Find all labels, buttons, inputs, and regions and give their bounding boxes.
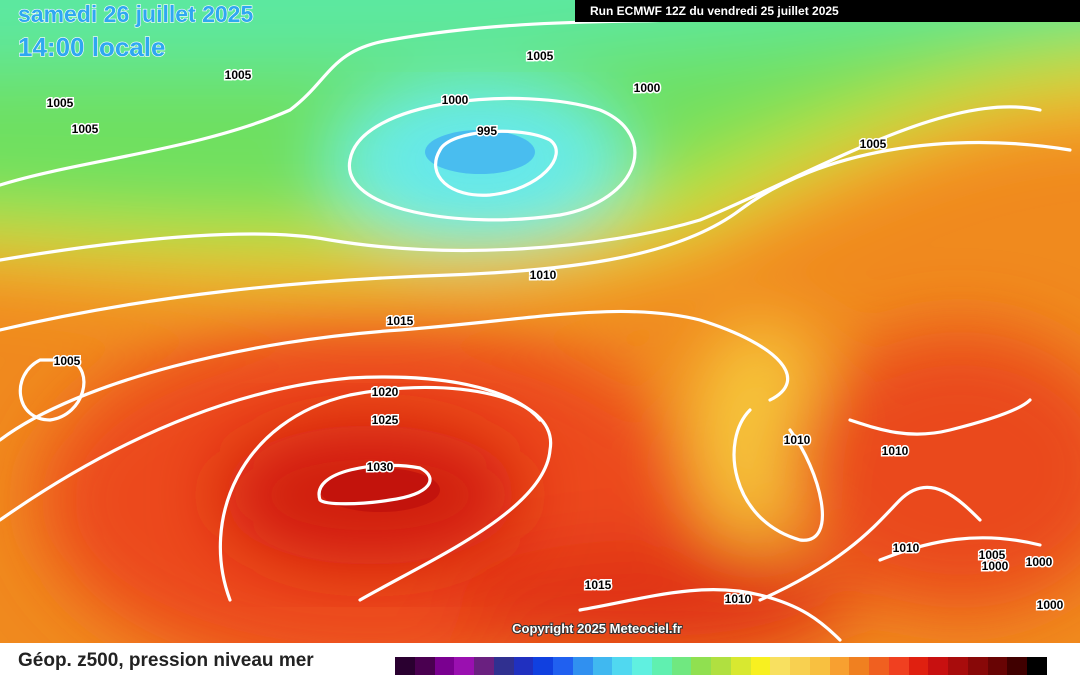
weather-map: 1005100510051005100010009951005101010151… — [0, 0, 1080, 643]
color-swatch — [967, 657, 988, 675]
color-scale — [395, 657, 1047, 675]
isobar-label: 1020 — [372, 385, 399, 399]
color-swatch — [908, 657, 929, 675]
isobar-label: 1005 — [860, 137, 887, 151]
color-swatch — [809, 657, 830, 675]
isobar-label: 1000 — [982, 559, 1009, 573]
color-swatch — [750, 657, 771, 675]
color-swatch — [414, 657, 435, 675]
color-swatch — [948, 657, 968, 675]
copyright: Copyright 2025 Meteociel.fr — [512, 621, 682, 636]
isobar-label: 1005 — [527, 49, 554, 63]
geopotential-field — [0, 0, 1080, 643]
isobar-label: 1005 — [225, 68, 252, 82]
color-swatch — [829, 657, 850, 675]
color-swatch — [987, 657, 1008, 675]
isobar-label: 1005 — [54, 354, 81, 368]
run-banner — [575, 0, 1080, 22]
isobar-label: 1010 — [530, 268, 557, 282]
isobar-label: 1000 — [1037, 598, 1064, 612]
isobar-label: 1010 — [725, 592, 752, 606]
isobar-label: 995 — [477, 124, 497, 138]
color-swatch — [651, 657, 672, 675]
run-info: Run ECMWF 12Z du vendredi 25 juillet 202… — [590, 4, 839, 18]
color-swatch — [730, 657, 751, 675]
isobar-label: 1005 — [47, 96, 74, 110]
color-swatch — [632, 657, 652, 675]
isobar-label: 1015 — [585, 578, 612, 592]
color-swatch — [770, 657, 790, 675]
color-swatch — [711, 657, 731, 675]
isobar-label: 1025 — [372, 413, 399, 427]
color-swatch — [671, 657, 692, 675]
isobar-label: 1030 — [367, 460, 394, 474]
isobar-label: 1000 — [1026, 555, 1053, 569]
color-swatch — [513, 657, 534, 675]
color-swatch — [849, 657, 869, 675]
map-date: samedi 26 juillet 2025 — [18, 1, 253, 27]
isobar-label: 1005 — [72, 122, 99, 136]
color-swatch — [434, 657, 455, 675]
isobar-label: 1000 — [442, 93, 469, 107]
color-swatch — [888, 657, 909, 675]
color-swatch — [493, 657, 514, 675]
map-time: 14:00 locale — [18, 32, 165, 62]
color-swatch — [553, 657, 573, 675]
isobar-label: 1000 — [634, 81, 661, 95]
color-swatch — [395, 657, 415, 675]
color-swatch — [1007, 657, 1027, 675]
color-swatch — [1027, 657, 1047, 675]
color-swatch — [928, 657, 948, 675]
color-swatch — [572, 657, 593, 675]
color-swatch — [691, 657, 711, 675]
isobar-label: 1005 — [979, 548, 1006, 562]
color-swatch — [790, 657, 810, 675]
color-swatch — [474, 657, 494, 675]
color-swatch — [592, 657, 613, 675]
legend-caption: Géop. z500, pression niveau mer — [18, 650, 314, 671]
color-swatch — [533, 657, 553, 675]
isobar-label: 1010 — [893, 541, 920, 555]
isobar-labels: 1005100510051005100010009951005101010151… — [45, 48, 1065, 614]
isobar-label: 1010 — [784, 433, 811, 447]
color-swatch — [869, 657, 889, 675]
color-swatch — [454, 657, 474, 675]
isobar-label: 1015 — [387, 314, 414, 328]
isobar-label: 1010 — [882, 444, 909, 458]
color-swatch — [612, 657, 632, 675]
